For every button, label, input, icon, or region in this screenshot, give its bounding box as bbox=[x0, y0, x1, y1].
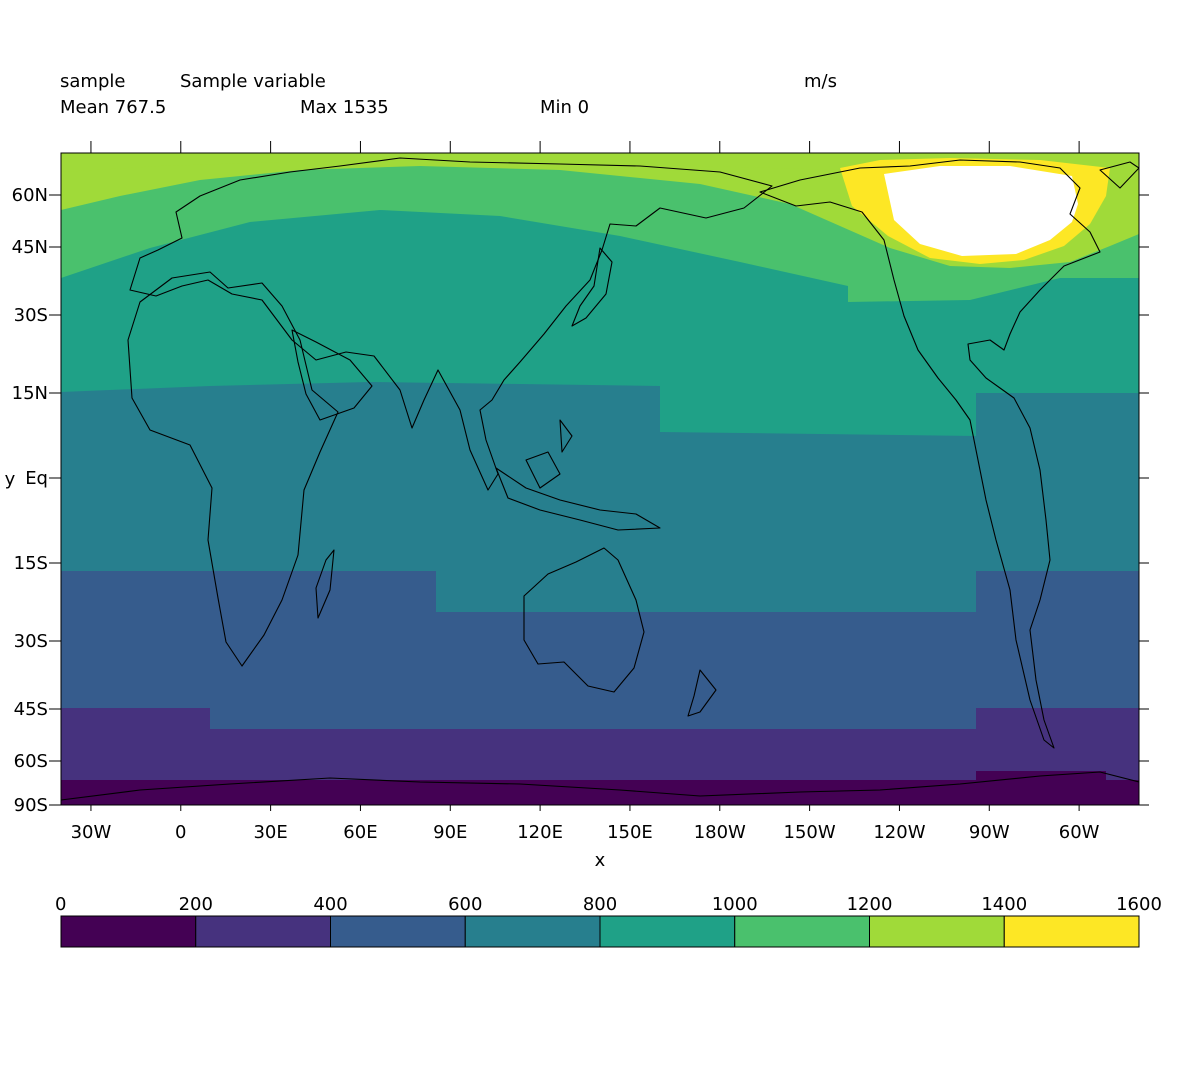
x-tick-label: 60W bbox=[1059, 822, 1100, 843]
y-axis-label: y bbox=[5, 469, 16, 490]
band-400-600 bbox=[61, 571, 1139, 729]
field-contours bbox=[61, 153, 1139, 805]
y-tick-label: 90S bbox=[14, 795, 48, 816]
colorbar-label: 600 bbox=[448, 894, 482, 915]
band-1200-1400-north bbox=[61, 153, 1139, 182]
colorbar: 0 200 400 600 800 1000 1200 1400 1600 bbox=[55, 894, 1162, 948]
colorbar-swatch bbox=[195, 915, 331, 948]
y-tick-label: 60S bbox=[14, 751, 48, 772]
colorbar-swatch bbox=[330, 915, 466, 948]
y-tick-label: 30S bbox=[14, 631, 48, 652]
coast-arabia bbox=[291, 329, 373, 421]
coast-africa bbox=[127, 271, 339, 667]
y-tick-label: 45S bbox=[14, 699, 48, 720]
coastlines bbox=[61, 157, 1139, 801]
colorbar-swatch bbox=[734, 915, 870, 948]
x-axis: 30W 0 30E 60E 90E 120E 150E 180W 150W 120W 90W 60W bbox=[71, 141, 1100, 843]
x-tick-label: 150W bbox=[784, 822, 836, 843]
x-tick-label: 90W bbox=[969, 822, 1010, 843]
colorbar-label: 1200 bbox=[847, 894, 893, 915]
coast-madagascar bbox=[315, 549, 335, 619]
colorbar-swatch bbox=[869, 915, 1005, 948]
x-tick-label: 90E bbox=[433, 822, 467, 843]
colorbar-label: 1400 bbox=[981, 894, 1027, 915]
y-tick-label: 60N bbox=[12, 185, 48, 206]
mean-label: Mean 767.5 bbox=[60, 97, 167, 118]
band-above-1600 bbox=[884, 166, 1078, 256]
max-label: Max 1535 bbox=[300, 97, 389, 118]
colorbar-label: 200 bbox=[179, 894, 213, 915]
x-tick-label: 0 bbox=[175, 822, 186, 843]
x-tick-label: 180W bbox=[694, 822, 746, 843]
x-tick-label: 120E bbox=[517, 822, 563, 843]
y-tick-label: Eq bbox=[25, 468, 48, 489]
x-tick-label: 150E bbox=[607, 822, 653, 843]
coast-north-america bbox=[759, 159, 1101, 749]
colorbar-swatch bbox=[599, 915, 736, 948]
coast-antarctica bbox=[61, 771, 1139, 801]
units-label: m/s bbox=[804, 71, 837, 92]
y-tick-label: 30S bbox=[14, 305, 48, 326]
x-tick-label: 30E bbox=[253, 822, 287, 843]
colorbar-swatch bbox=[464, 915, 601, 948]
colorbar-label: 0 bbox=[55, 894, 66, 915]
band-0-200 bbox=[61, 771, 1139, 805]
coast-greenland bbox=[1099, 161, 1139, 189]
colorbar-label: 1600 bbox=[1116, 894, 1162, 915]
y-axis: 60N 45N 30S 15N Eq 15S 30S 45S 60S 90S bbox=[12, 185, 1149, 816]
x-tick-label: 30W bbox=[71, 822, 112, 843]
y-tick-label: 45N bbox=[12, 237, 48, 258]
min-label: Min 0 bbox=[540, 97, 590, 118]
coast-new-zealand bbox=[687, 669, 717, 717]
colorbar-swatch bbox=[1003, 915, 1140, 948]
colorbar-label: 800 bbox=[583, 894, 617, 915]
dataset-name: sample bbox=[60, 71, 126, 92]
coast-eurasia bbox=[129, 157, 773, 491]
coast-australia bbox=[523, 547, 645, 693]
x-axis-label: x bbox=[595, 850, 606, 871]
x-tick-label: 120W bbox=[873, 822, 925, 843]
colorbar-label: 1000 bbox=[712, 894, 758, 915]
colorbar-label: 400 bbox=[313, 894, 347, 915]
x-tick-label: 60E bbox=[343, 822, 377, 843]
map-frame bbox=[60, 152, 1140, 806]
y-tick-label: 15S bbox=[14, 553, 48, 574]
variable-label: Sample variable bbox=[180, 71, 326, 92]
coast-japan bbox=[571, 247, 613, 327]
y-tick-label: 15N bbox=[12, 383, 48, 404]
colorbar-swatch bbox=[60, 915, 197, 948]
band-200-400 bbox=[61, 708, 1139, 780]
coast-indonesia bbox=[495, 419, 661, 531]
